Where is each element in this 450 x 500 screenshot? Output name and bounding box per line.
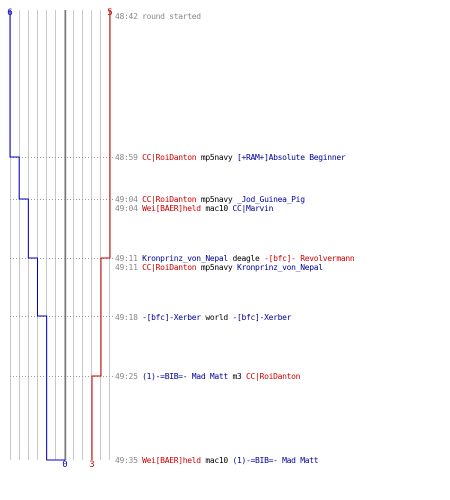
log-time: 49:04 [115, 204, 143, 213]
log-weapon: mp5navy [196, 153, 237, 162]
log-player: CC|RoiDanton [246, 372, 301, 381]
blue-team-line [9, 10, 65, 461]
log-entry: 49:11 CC|RoiDanton mp5navy Kronprinz_von… [115, 263, 323, 273]
blue-end-score: 0 [62, 460, 67, 470]
log-player: -[bfc]-Xerber [142, 313, 201, 322]
log-player: CC|RoiDanton [142, 195, 197, 204]
red-end-score: 3 [89, 460, 94, 470]
log-player: Wei[BAER]held [142, 204, 201, 213]
log-entry: 49:18 -[bfc]-Xerber world -[bfc]-Xerber [115, 313, 291, 323]
log-player: -[bfc]-Xerber [232, 313, 292, 322]
log-entry: 49:35 Wei[BAER]held mac10 (1)-=BIB=- Mad… [115, 456, 319, 466]
log-entry: 49:25 (1)-=BIB=- Mad Matt m3 CC|RoiDanto… [115, 372, 301, 382]
log-entry: 48:42 round started [115, 12, 201, 22]
log-player: (1)-=BIB=- Mad Matt [232, 456, 319, 465]
log-note: round started [142, 12, 201, 21]
log-time: 49:04 [115, 195, 143, 204]
log-entry: 49:04 Wei[BAER]held mac10 CC|Marvin [115, 204, 273, 214]
log-weapon: mac10 [200, 456, 233, 465]
log-player: Kronprinz_von_Nepal [142, 254, 228, 263]
log-player: CC|RoiDanton [142, 153, 197, 162]
log-player: (1)-=BIB=- Mad Matt [142, 372, 228, 381]
log-player: _Jod_Guinea_Pig [236, 195, 305, 204]
log-weapon: mac10 [200, 204, 233, 213]
blue-start-score: 6 [7, 8, 12, 18]
log-weapon: mp5navy [196, 195, 237, 204]
log-time: 48:59 [115, 153, 143, 162]
log-weapon: m3 [227, 372, 246, 381]
log-weapon: deagle [227, 254, 265, 263]
log-weapon: mp5navy [196, 263, 237, 272]
log-player: Wei[BAER]held [142, 456, 201, 465]
log-entry: 49:04 CC|RoiDanton mp5navy _Jod_Guinea_P… [115, 195, 305, 205]
log-time: 49:35 [115, 456, 143, 465]
log-weapon: world [200, 313, 233, 322]
log-player: CC|RoiDanton [142, 263, 197, 272]
log-time: 48:42 [115, 12, 143, 21]
log-entry: 48:59 CC|RoiDanton mp5navy [+RAM+]Absolu… [115, 153, 346, 163]
log-time: 49:11 [115, 254, 143, 263]
red-team-line [91, 10, 111, 460]
log-time: 49:25 [115, 372, 143, 381]
log-player: Kronprinz_von_Nepal [236, 263, 323, 272]
log-time: 49:18 [115, 313, 143, 322]
log-player: -[bfc]- Revolvermann [264, 254, 355, 263]
red-start-score: 5 [107, 8, 112, 18]
log-player: [+RAM+]Absolute Beginner [236, 153, 346, 162]
log-time: 49:11 [115, 263, 143, 272]
log-player: CC|Marvin [232, 204, 274, 213]
log-entry: 49:11 Kronprinz_von_Nepal deagle -[bfc]-… [115, 254, 355, 264]
